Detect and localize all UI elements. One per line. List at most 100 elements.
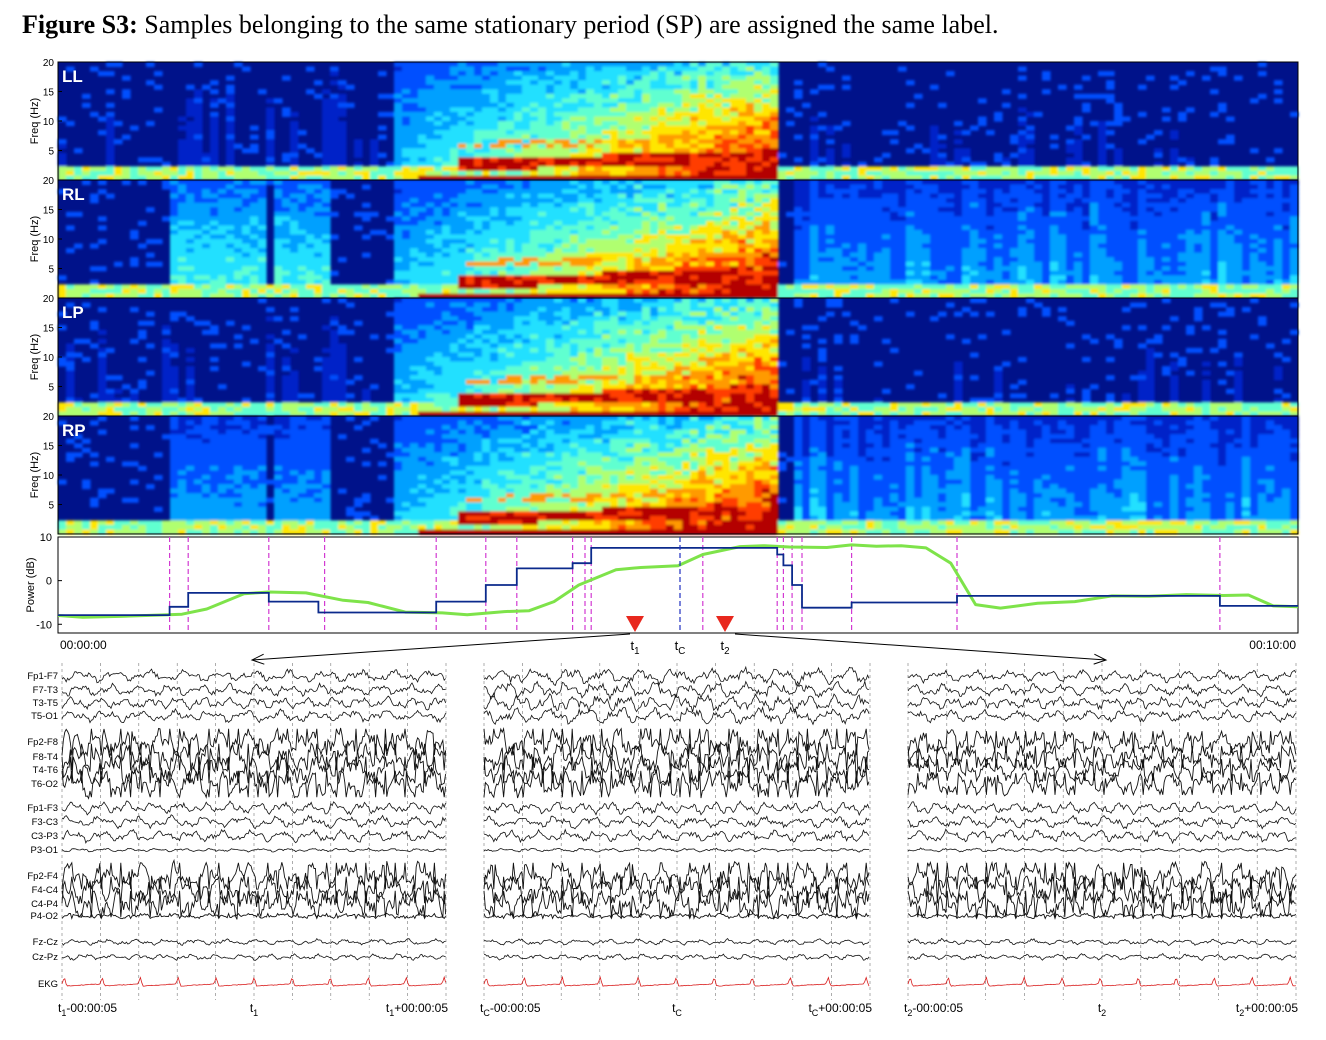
spectrogram-cell [762,152,771,158]
spectrogram-cell [954,157,963,163]
spectrogram-cell [546,239,555,245]
spectrogram-cell [226,243,235,249]
spectrogram-cell [690,139,699,145]
spectrogram-cell [706,225,715,231]
spectrogram-cell [986,279,995,285]
spectrogram-cell [242,216,251,222]
spectrogram-cell [930,252,939,258]
spectrogram-cell [626,93,635,99]
spectrogram-cell [674,252,683,258]
spectrogram-cell [610,284,619,290]
spectrogram-cell [698,234,707,240]
spectrogram-cell [1106,248,1115,254]
spectrogram-cell [418,157,427,163]
spectrogram-cell [450,170,459,176]
spectrogram-cell [1058,166,1067,172]
spectrogram-cell [626,261,635,267]
spectrogram-cell [298,239,307,245]
spectrogram-cell [954,270,963,276]
spectrogram-cell [994,175,1003,181]
spectrogram-cell [498,161,507,167]
spectrogram-cell [962,225,971,231]
spectrogram-cell [666,152,675,158]
spectrogram-cell [698,202,707,208]
spectrogram-cell [906,288,915,294]
spectrogram-cell [546,121,555,127]
spectrogram-cell [410,152,419,158]
spectrogram-cell [714,216,723,222]
spectrogram-cell [634,71,643,77]
spectrogram-cell [1194,170,1203,176]
spectrogram-cell [714,288,723,294]
spectrogram-cell [306,207,315,213]
spectrogram-cell [898,275,907,281]
spectrogram-cell [282,211,291,217]
spectrogram-cell [306,193,315,199]
spectrogram-cell [194,175,203,181]
spectrogram-cell [954,225,963,231]
spectrogram-cell [802,261,811,267]
spectrogram-cell [1018,293,1027,299]
spectrogram-cell [394,275,403,281]
spectrogram-cell [906,270,915,276]
spectrogram-cell [186,143,195,149]
spectrogram-cell [874,270,883,276]
spectrogram-cell [466,207,475,213]
spectrogram-cell [466,198,475,204]
spectrogram-cell [850,270,859,276]
spectrogram-cell [642,225,651,231]
spectrogram-cell [402,193,411,199]
spectrogram-cell [842,148,851,154]
spectrogram-cell [866,252,875,258]
spectrogram-cell [706,152,715,158]
spectrogram-cell [530,93,539,99]
spectrogram-cell [538,248,547,254]
spectrogram-cell [1082,279,1091,285]
spectrogram-cell [602,216,611,222]
spectrogram-cell [394,84,403,90]
spectrogram-cell [690,116,699,122]
spectrogram-cell [898,279,907,285]
spectrogram-cell [274,166,283,172]
spectrogram-cell [1018,189,1027,195]
spectrogram-cell [530,225,539,231]
spectrogram-cell [706,275,715,281]
spectrogram-cell [666,170,675,176]
spectrogram-cell [962,257,971,263]
spectrogram-cell [394,170,403,176]
spectrogram-cell [594,98,603,104]
spectrogram-cell [818,180,827,186]
spectrogram-cell [442,216,451,222]
spectrogram-cell [242,293,251,299]
spectrogram-cell [194,225,203,231]
spectrogram-cell [106,148,115,154]
spectrogram-cell [1074,261,1083,267]
spectrogram-cell [106,288,115,294]
spectrogram-cell [994,229,1003,235]
spectrogram-cell [186,130,195,136]
spectrogram-cell [722,80,731,86]
spectrogram-cell [314,239,323,245]
spectrogram-cell [562,275,571,281]
spectrogram-cell [826,66,835,72]
spectrogram-cell [786,284,795,290]
spectrogram-cell [1066,180,1075,186]
spectrogram-cell [514,257,523,263]
spectrogram-cell [754,180,763,186]
spectrogram-cell [210,161,219,167]
spectrogram-cell [458,180,467,186]
spectrogram-cell [634,229,643,235]
spectrogram-cell [634,161,643,167]
spectrogram-cell [850,261,859,267]
figure-caption-text: Samples belonging to the same stationary… [137,10,999,39]
spectrogram-cell [906,257,915,263]
spectrogram-cell [970,193,979,199]
spectrogram-cell [738,116,747,122]
spectrogram-cell [938,184,947,190]
spectrogram-cell [610,71,619,77]
spectrogram-cell [1042,166,1051,172]
spectrogram-cell [642,248,651,254]
spectrogram-cell [490,257,499,263]
spectrogram-cell [442,248,451,254]
spectrogram-cell [626,198,635,204]
